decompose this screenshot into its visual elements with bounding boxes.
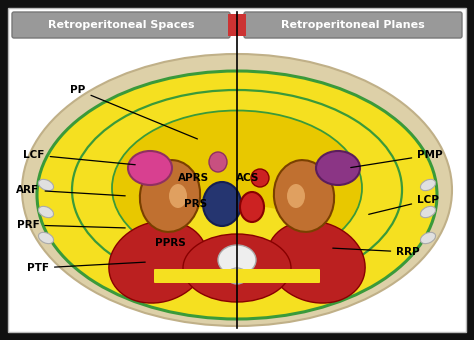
Ellipse shape bbox=[140, 160, 200, 232]
Ellipse shape bbox=[22, 54, 452, 326]
Text: PMP: PMP bbox=[351, 150, 443, 168]
Ellipse shape bbox=[38, 206, 54, 218]
Ellipse shape bbox=[316, 151, 360, 185]
Text: RRP: RRP bbox=[333, 247, 420, 257]
Ellipse shape bbox=[227, 268, 247, 284]
Ellipse shape bbox=[38, 179, 54, 191]
Ellipse shape bbox=[274, 160, 334, 232]
Ellipse shape bbox=[209, 152, 227, 172]
FancyBboxPatch shape bbox=[244, 12, 462, 38]
Text: LCF: LCF bbox=[23, 150, 135, 165]
Ellipse shape bbox=[267, 221, 365, 303]
Ellipse shape bbox=[240, 192, 264, 222]
Ellipse shape bbox=[251, 169, 269, 187]
Text: Retroperitoneal Planes: Retroperitoneal Planes bbox=[281, 20, 425, 30]
Ellipse shape bbox=[420, 206, 436, 218]
Text: PRF: PRF bbox=[17, 220, 125, 230]
Ellipse shape bbox=[287, 184, 305, 208]
Text: PP: PP bbox=[70, 85, 198, 139]
Ellipse shape bbox=[420, 232, 436, 244]
Ellipse shape bbox=[218, 245, 256, 275]
Text: ACS: ACS bbox=[237, 173, 260, 183]
Ellipse shape bbox=[128, 151, 172, 185]
FancyBboxPatch shape bbox=[154, 269, 320, 283]
Bar bbox=[228, 14, 246, 36]
Ellipse shape bbox=[37, 71, 437, 319]
Text: PTF: PTF bbox=[27, 262, 145, 273]
Ellipse shape bbox=[142, 205, 332, 295]
Ellipse shape bbox=[38, 232, 54, 244]
Text: PPRS: PPRS bbox=[155, 238, 185, 248]
Text: Retroperitoneal Spaces: Retroperitoneal Spaces bbox=[48, 20, 194, 30]
Ellipse shape bbox=[109, 221, 207, 303]
Ellipse shape bbox=[420, 179, 436, 191]
Text: LCP: LCP bbox=[369, 195, 439, 214]
Text: ARF: ARF bbox=[17, 185, 125, 196]
Text: PRS: PRS bbox=[184, 199, 208, 209]
Ellipse shape bbox=[183, 234, 291, 302]
FancyBboxPatch shape bbox=[12, 12, 230, 38]
Text: APRS: APRS bbox=[178, 173, 210, 183]
Ellipse shape bbox=[72, 90, 402, 290]
Ellipse shape bbox=[169, 184, 187, 208]
Ellipse shape bbox=[112, 110, 362, 266]
Ellipse shape bbox=[203, 182, 241, 226]
